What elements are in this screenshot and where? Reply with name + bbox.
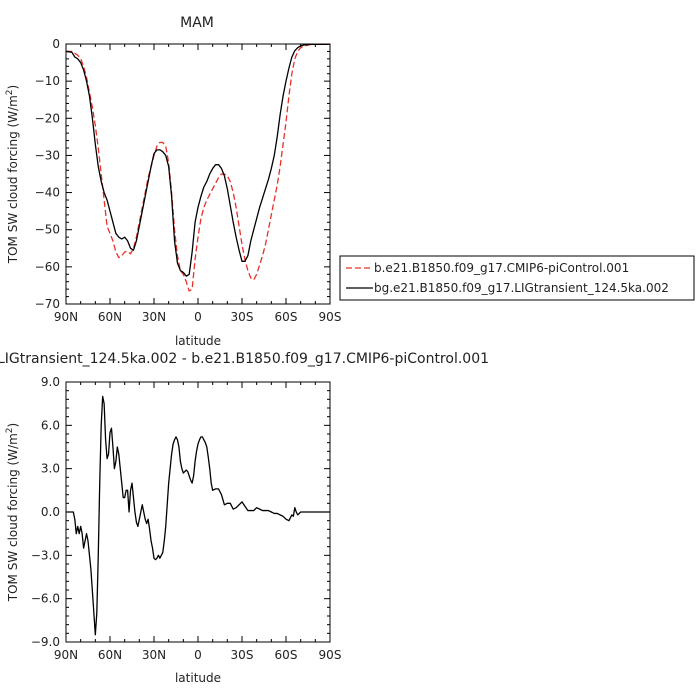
- bottom-x-axis-title: latitude: [175, 671, 221, 685]
- series-line-0-1: [65, 43, 331, 277]
- x-tick-label: 0: [194, 310, 202, 324]
- x-tick-label: 90S: [319, 648, 342, 662]
- x-tick-label: 90N: [54, 310, 78, 324]
- bottom-panel: LIGtransient_124.5ka.002 - b.e21.B1850.f…: [0, 351, 489, 685]
- top-panel-title: MAM: [180, 15, 214, 31]
- y-tick-label: −6.0: [31, 592, 60, 606]
- y-tick-label: 9.0: [41, 375, 60, 389]
- x-tick-label: 90N: [54, 648, 78, 662]
- y-tick-label: −9.0: [31, 635, 60, 649]
- x-tick-label: 60S: [275, 310, 298, 324]
- x-tick-label: 60N: [98, 648, 122, 662]
- y-tick-label: −40: [35, 186, 60, 200]
- y-tick-label: 0.0: [41, 505, 60, 519]
- x-tick-label: 30S: [231, 648, 254, 662]
- legend-label-LIGtransient: bg.e21.B1850.f09_g17.LIGtransient_124.5k…: [374, 281, 669, 295]
- legend-box: [339, 255, 695, 301]
- x-tick-label: 30N: [142, 648, 166, 662]
- y-tick-label: −20: [35, 111, 60, 125]
- y-tick-label: −10: [35, 74, 60, 88]
- top-x-axis-title: latitude: [175, 334, 221, 348]
- y-tick-label: 3.0: [41, 462, 60, 476]
- legend-label-piControl: b.e21.B1850.f09_g17.CMIP6-piControl.001: [374, 261, 629, 275]
- top-y-axis-title: TOM SW cloud forcing (W/m2): [5, 85, 20, 264]
- bottom-y-axis-title: TOM SW cloud forcing (W/m2): [5, 423, 20, 602]
- x-tick-label: 0: [194, 648, 202, 662]
- x-tick-label: 30S: [231, 310, 254, 324]
- y-tick-label: −70: [35, 297, 60, 311]
- bottom-panel-title: LIGtransient_124.5ka.002 - b.e21.B1850.f…: [0, 351, 489, 367]
- y-tick-label: 0: [52, 37, 60, 51]
- x-tick-label: 90S: [319, 310, 342, 324]
- y-tick-label: 6.0: [41, 418, 60, 432]
- y-tick-label: −60: [35, 260, 60, 274]
- series-line-1-0: [66, 395, 330, 636]
- legend: b.e21.B1850.f09_g17.CMIP6-piControl.001 …: [339, 255, 695, 301]
- series-line-0-0: [66, 43, 331, 292]
- bottom-axis-ticks: 90N 60N 30N 0 30S 60S 90S 9.0 6.0 3.0 0.0 −3.0 −6.0 −…: [31, 375, 342, 662]
- top-panel: MAM 90N 60N 30N 0 30S 60S 90S 0 −10 −20 −30 −40 −50 −…: [5, 15, 695, 348]
- top-series-lines: [65, 43, 331, 292]
- y-tick-label: −30: [35, 148, 60, 162]
- bottom-plot-frame: [65, 381, 331, 643]
- x-tick-label: 60S: [275, 648, 298, 662]
- x-tick-label: 30N: [142, 310, 166, 324]
- y-tick-label: −50: [35, 223, 60, 237]
- top-axis-ticks: 90N 60N 30N 0 30S 60S 90S 0 −10 −20 −30 −40 −50 −60 −7…: [35, 37, 342, 324]
- y-tick-label: −3.0: [31, 548, 60, 562]
- x-tick-label: 60N: [98, 310, 122, 324]
- bottom-series-lines: [66, 395, 330, 636]
